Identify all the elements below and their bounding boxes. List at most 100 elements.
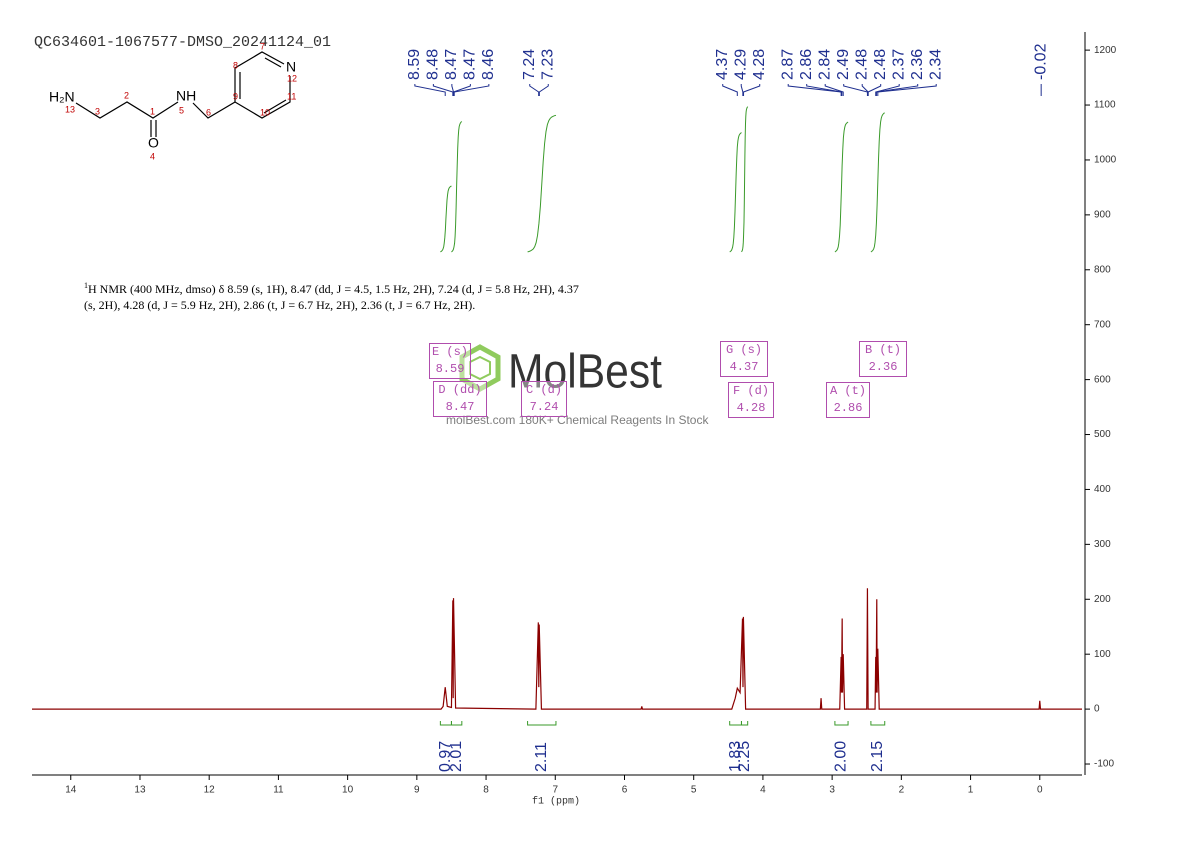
x-tick-label: 5 [691, 785, 697, 796]
atom-number: 4 [150, 151, 155, 161]
x-tick-label: 12 [204, 785, 216, 796]
atom-label: H₂N [49, 89, 75, 105]
x-tick-label: 2 [899, 785, 905, 796]
integral-curve [729, 132, 742, 253]
integral-label: 2.25 [736, 741, 753, 772]
atom-number: 11 [287, 91, 296, 101]
x-tick-label: 10 [342, 785, 354, 796]
watermark-brand: MolBest [508, 346, 662, 399]
y-tick-label: 100 [1094, 649, 1111, 660]
multiplet-box: C (d) 7.24 [521, 381, 567, 417]
x-tick-label: 7 [552, 785, 558, 796]
integral-label: 0.97 [437, 741, 454, 772]
bond [192, 51, 291, 119]
peak-label: 2.34 [927, 49, 944, 80]
y-tick-label: 200 [1094, 594, 1111, 605]
multiplet-shift: 8.47 [445, 400, 475, 414]
integral-bracket [439, 721, 452, 726]
multiplet-shift: 2.86 [833, 401, 863, 415]
text-line: H NMR (400 MHz, dmso) δ 8.59 (s, 1H), 8.… [88, 282, 579, 296]
multiplet-box: D (dd) 8.47 [433, 381, 487, 417]
y-tick-label: 400 [1094, 484, 1111, 495]
x-tick-label: 13 [134, 785, 146, 796]
x-tick-label: 6 [622, 785, 628, 796]
x-axis-label: f1 (ppm) [532, 796, 580, 808]
y-tick-label: -100 [1094, 759, 1114, 770]
integral-curve [870, 112, 885, 253]
peak-connector [740, 84, 744, 96]
integral-bracket [740, 721, 749, 726]
peak-label: 2.36 [909, 49, 926, 80]
peak-label: -0.02 [1032, 43, 1049, 80]
y-tick-label: 900 [1094, 210, 1111, 221]
peak-connector [875, 84, 900, 96]
bond [239, 57, 287, 114]
y-tick-label: 500 [1094, 429, 1111, 440]
atom-number: 10 [260, 107, 270, 117]
integral-bracket [729, 721, 742, 726]
atom-number: 1 [150, 106, 155, 116]
atom-label: NH [176, 88, 196, 104]
x-tick-label: 14 [65, 785, 77, 796]
multiplet-label: D (dd) [438, 383, 482, 397]
integral-bracket [834, 721, 849, 726]
y-tick-label: 0 [1094, 704, 1100, 715]
peak-label: 8.59 [406, 49, 423, 80]
y-tick-label: 300 [1094, 539, 1111, 550]
peak-label: 4.37 [714, 49, 731, 80]
multiplet-shift: 4.28 [736, 401, 766, 415]
multiplet-box: G (s) 4.37 [720, 341, 768, 377]
atom-number: 3 [95, 106, 100, 116]
logo [469, 355, 491, 381]
peak-label: 7.24 [521, 49, 538, 80]
nmr-description: 1H NMR (400 MHz, dmso) δ 8.59 (s, 1H), 8… [84, 281, 579, 296]
multiplet-shift: 4.37 [729, 360, 759, 374]
x-tick-label: 9 [414, 785, 420, 796]
peak-label: 8.48 [425, 49, 442, 80]
multiplet-label: F (d) [732, 384, 769, 398]
superscript: 1 [84, 281, 88, 290]
integral-label: 2.15 [869, 741, 886, 772]
integral-label: 2.01 [448, 741, 465, 772]
multiplet-label: A (t) [829, 384, 866, 398]
atom-label: N [286, 59, 296, 75]
peak-label: 2.48 [853, 49, 870, 80]
peak-label: 8.47 [462, 49, 479, 80]
peak-label: 2.49 [835, 49, 852, 80]
peak-label: 2.87 [779, 49, 796, 80]
x-tick-label: 4 [760, 785, 766, 796]
y-tick-label: 700 [1094, 319, 1111, 330]
multiplet-label: B (t) [864, 343, 901, 357]
y-tick-label: 1200 [1094, 45, 1117, 56]
peak-label: 2.48 [872, 49, 889, 80]
peak-connector [875, 84, 919, 96]
multiplet-label: E (s) [431, 345, 468, 359]
multiplet-shift: 2.36 [868, 360, 898, 374]
atom-number: 7 [260, 41, 265, 51]
y-tick-label: 800 [1094, 264, 1111, 275]
bond [75, 101, 179, 119]
atom-number: 2 [124, 90, 129, 100]
integral-label: 2.11 [533, 742, 550, 772]
peak-connector [867, 84, 882, 96]
x-tick-label: 0 [1037, 785, 1043, 796]
integral-curve [834, 121, 849, 253]
peak-connector [806, 84, 843, 96]
bond [150, 120, 157, 137]
multiplet-box: E (s) 8.59 [429, 343, 471, 379]
multiplet-shift: 8.59 [435, 362, 465, 376]
peak-label: 2.86 [798, 49, 815, 80]
spectrum-title: QC634601-1067577-DMSO_20241124_01 [34, 34, 331, 51]
integral-curve [527, 114, 557, 253]
peak-connector [538, 84, 549, 96]
multiplet-box: A (t) 2.86 [826, 382, 870, 418]
y-tick-label: 600 [1094, 374, 1111, 385]
x-tick-label: 1 [968, 785, 974, 796]
integral-curve [741, 106, 749, 253]
atom-number: 8 [233, 60, 238, 70]
molecule: H₂N 13 3 2 1 O 4 NH 5 6 9 8 7 N 12 11 10 [49, 41, 297, 161]
atom-number: 13 [65, 104, 75, 114]
logo [459, 344, 501, 392]
